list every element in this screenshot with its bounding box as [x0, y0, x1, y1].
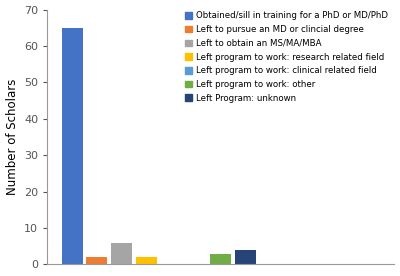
- Bar: [62, 28, 83, 264]
- Bar: [235, 250, 256, 264]
- Bar: [86, 257, 108, 264]
- Bar: [136, 257, 157, 264]
- Legend: Obtained/sill in training for a PhD or MD/PhD, Left to pursue an MD or clincial : Obtained/sill in training for a PhD or M…: [183, 9, 390, 105]
- Bar: [210, 254, 231, 264]
- Y-axis label: Number of Scholars: Number of Scholars: [6, 79, 18, 195]
- Bar: [111, 243, 132, 264]
